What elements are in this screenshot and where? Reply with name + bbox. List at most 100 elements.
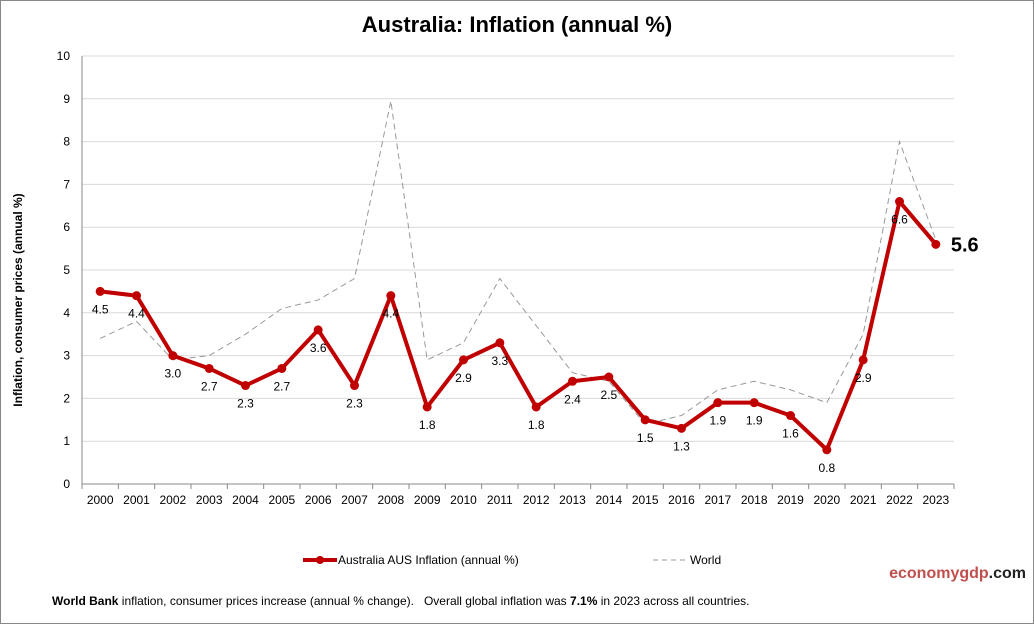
australia-data-point	[277, 363, 287, 373]
y-tick-label: 8	[63, 135, 70, 149]
data-label: 3.0	[164, 367, 181, 381]
data-label: 4.4	[382, 307, 399, 321]
data-label: 2.9	[455, 371, 472, 385]
x-tick-label: 2008	[377, 493, 404, 507]
y-tick-label: 10	[57, 49, 71, 63]
brand-part2: .com	[988, 565, 1026, 582]
australia-data-point	[822, 445, 832, 455]
x-tick-label: 2012	[523, 493, 550, 507]
data-label: 3.3	[491, 354, 508, 368]
footer-note: World Bank inflation, consumer prices in…	[52, 594, 749, 608]
data-label: 4.4	[128, 307, 145, 321]
data-label: 2.7	[273, 379, 290, 393]
x-tick-label: 2004	[232, 493, 259, 507]
australia-data-point	[677, 423, 686, 433]
data-label: 0.8	[818, 461, 835, 475]
legend-item-world: World	[652, 553, 721, 567]
data-label: 1.8	[528, 418, 545, 432]
x-tick-label: 2009	[414, 493, 441, 507]
legend-australia-swatch	[303, 556, 337, 564]
y-tick-label: 5	[63, 263, 70, 277]
australia-data-point	[313, 325, 323, 335]
y-tick-label: 3	[63, 349, 70, 363]
australia-data-point	[713, 398, 723, 408]
data-label: 2.5	[600, 388, 617, 402]
data-label: 2.3	[346, 397, 363, 411]
y-tick-label: 7	[63, 177, 70, 191]
legend-australia-label: Australia AUS Inflation (annual %)	[338, 553, 519, 567]
x-tick-label: 2018	[741, 493, 768, 507]
x-tick-label: 2014	[595, 493, 622, 507]
data-label: 1.3	[673, 439, 690, 453]
data-label: 2.9	[855, 371, 872, 385]
australia-data-point	[604, 372, 614, 382]
australia-data-point	[459, 355, 468, 365]
legend-world-swatch	[653, 559, 689, 561]
data-label: 1.8	[419, 418, 436, 432]
x-tick-label: 2017	[704, 493, 731, 507]
australia-data-point	[495, 338, 505, 348]
australia-data-point	[350, 381, 359, 391]
y-tick-label: 0	[63, 477, 70, 491]
x-tick-label: 2021	[850, 493, 877, 507]
data-label: 2.4	[564, 392, 581, 406]
x-tick-label: 2010	[450, 493, 477, 507]
data-label: 5.6	[951, 234, 979, 256]
australia-data-point	[568, 376, 577, 386]
footer-text1: inflation, consumer prices increase (ann…	[118, 594, 571, 608]
y-tick-label: 1	[63, 434, 70, 448]
y-tick-label: 6	[63, 220, 70, 234]
chart-title: Australia: Inflation (annual %)	[361, 12, 673, 37]
x-tick-label: 2013	[559, 493, 586, 507]
x-tick-label: 2000	[87, 493, 114, 507]
australia-data-point	[241, 381, 250, 391]
australia-data-point	[931, 239, 941, 249]
australia-data-point	[204, 363, 214, 373]
x-tick-label: 2003	[196, 493, 223, 507]
x-tick-label: 2005	[268, 493, 295, 507]
data-label: 1.5	[637, 431, 654, 445]
data-label: 4.5	[92, 302, 109, 316]
x-tick-label: 2022	[886, 493, 913, 507]
australia-data-point	[895, 197, 904, 207]
data-label: 1.9	[709, 414, 726, 428]
data-label: 3.6	[310, 341, 327, 355]
x-tick-label: 2023	[922, 493, 949, 507]
x-tick-label: 2007	[341, 493, 368, 507]
x-tick-label: 2011	[487, 493, 513, 507]
australia-data-point	[786, 411, 795, 421]
australia-data-point	[749, 398, 759, 408]
australia-data-point	[386, 291, 396, 301]
data-label: 1.6	[782, 427, 799, 441]
australia-data-point	[858, 355, 868, 365]
x-tick-label: 2016	[668, 493, 695, 507]
x-tick-label: 2001	[123, 493, 150, 507]
australia-data-point	[640, 415, 650, 425]
x-tick-label: 2006	[305, 493, 332, 507]
legend-world-label: World	[690, 553, 722, 567]
legend-item-australia: Australia AUS Inflation (annual %)	[302, 553, 519, 567]
brand-part1: economygdp	[889, 565, 989, 582]
x-tick-label: 2015	[632, 493, 659, 507]
footer-source: World Bank	[52, 594, 119, 608]
data-label: 1.9	[746, 414, 763, 428]
australia-data-point	[422, 402, 432, 412]
australia-data-point	[95, 286, 105, 296]
data-label: 6.6	[891, 213, 908, 227]
data-label: 2.3	[237, 397, 254, 411]
y-tick-label: 4	[63, 306, 70, 320]
y-tick-label: 9	[63, 92, 70, 106]
data-label: 2.7	[201, 379, 218, 393]
y-tick-label: 2	[63, 391, 70, 405]
australia-series-line	[99, 199, 938, 452]
x-tick-label: 2002	[159, 493, 186, 507]
australia-data-point	[132, 291, 141, 301]
footer-text2: in 2023 across all countries.	[597, 594, 750, 608]
x-tick-label: 2019	[777, 493, 804, 507]
x-tick-label: 2020	[813, 493, 840, 507]
australia-data-point	[531, 402, 541, 412]
brand-logo[interactable]: economygdp.com	[889, 565, 1026, 583]
world-series-line	[99, 100, 937, 425]
footer-value: 7.1%	[570, 594, 598, 608]
